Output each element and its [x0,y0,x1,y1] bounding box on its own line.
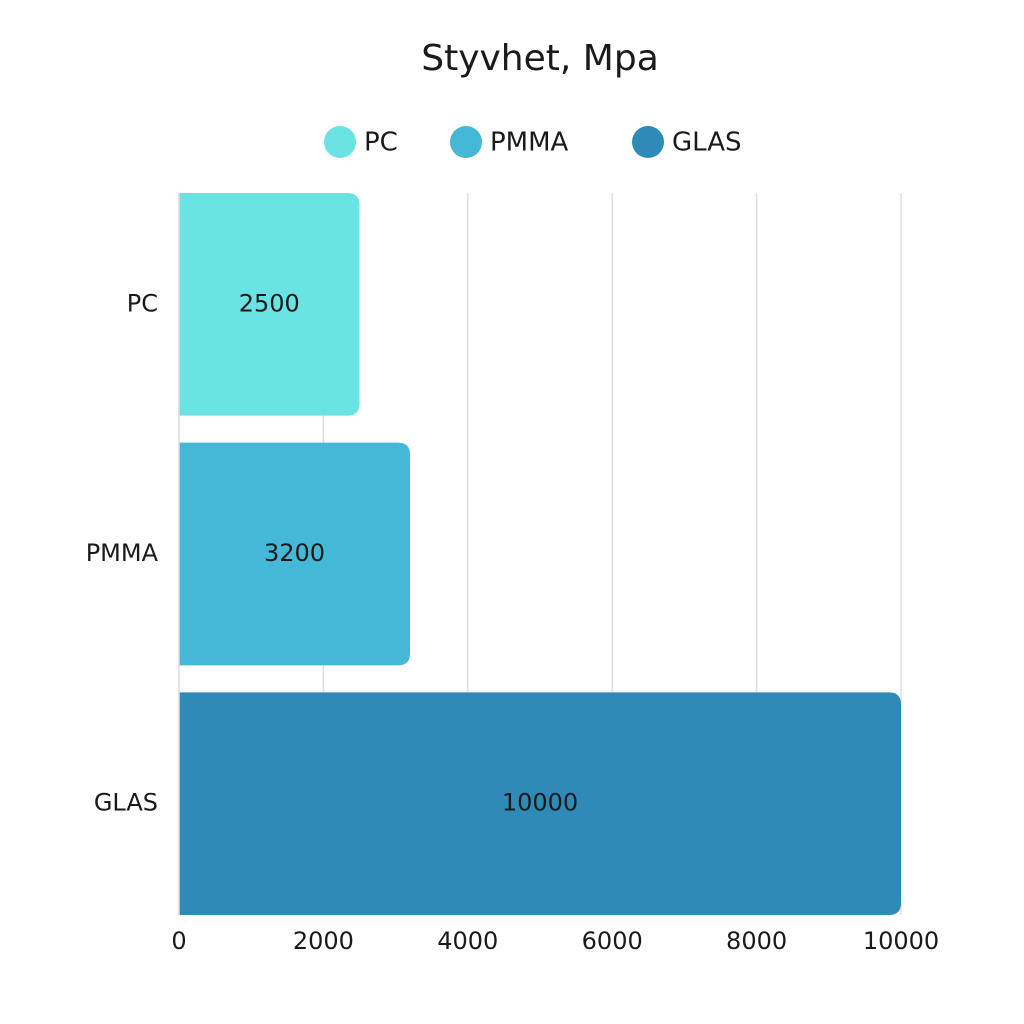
chart-title: Styvhet, Mpa [421,38,659,79]
x-tick-label: 0 [171,927,186,955]
data-label: 10000 [502,789,578,817]
data-label: 3200 [264,539,325,567]
x-tick-label: 4000 [437,927,498,955]
bar [179,193,360,416]
x-tick-label: 8000 [726,927,787,955]
bar [179,692,901,915]
legend-swatch [632,126,664,158]
legend-label: GLAS [672,128,742,158]
legend-swatch [450,126,482,158]
x-tick-label: 2000 [293,927,354,955]
y-tick-label: GLAS [94,789,158,817]
y-tick-label: PMMA [86,539,159,567]
data-label: 2500 [239,289,300,317]
legend-label: PMMA [490,128,569,158]
legend-label: PC [364,128,398,158]
y-tick-label: PC [127,289,158,317]
legend-swatch [324,126,356,158]
x-tick-label: 6000 [582,927,643,955]
bar [179,442,411,666]
x-tick-label: 10000 [863,927,939,955]
